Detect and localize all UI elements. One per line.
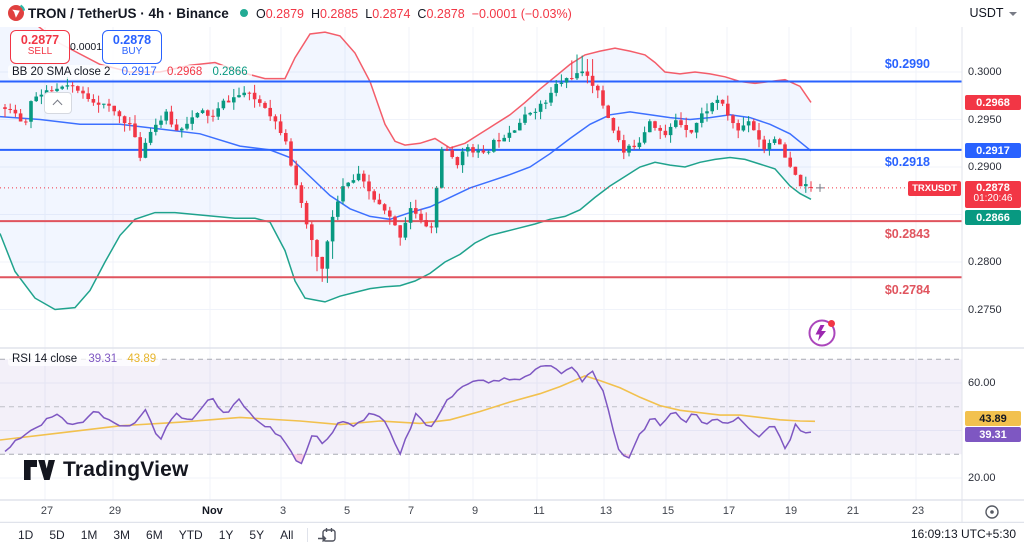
rsi-ma-value: 43.89 [127, 353, 157, 365]
bar-countdown: 01:20:46 [973, 193, 1013, 204]
date-label-Nov: Nov [202, 505, 223, 517]
date-label-13: 13 [599, 505, 613, 517]
last-price-tag: 0.2878 01:20:46 [965, 181, 1021, 208]
bb-lower-value: 0.2866 [212, 66, 248, 78]
rsi-value-tag: 39.31 [965, 427, 1021, 442]
rsi-tick-20.00: 20.00 [968, 472, 996, 484]
price-tick-0.2750: 0.2750 [968, 303, 1002, 316]
change-value: −0.0001 (−0.03%) [471, 7, 572, 21]
sell-button[interactable]: 0.2877 SELL [10, 30, 70, 64]
buy-price: 0.2878 [112, 33, 152, 47]
rsi-tick-60.00: 60.00 [968, 377, 996, 389]
range-button-1y[interactable]: 1Y [218, 527, 234, 542]
last-price-value: 0.2878 [976, 182, 1010, 194]
date-label-29: 29 [108, 505, 122, 517]
date-label-17: 17 [722, 505, 736, 517]
price-tick-0.3000: 0.3000 [968, 66, 1002, 78]
level-label-0.2784[interactable]: $0.2784 [884, 283, 930, 297]
currency-switcher[interactable]: USDT [962, 6, 1024, 20]
rsi-title: RSI 14 close [12, 353, 78, 365]
rsi-indicator-legend[interactable]: RSI 14 close 39.31 43.89 [8, 352, 161, 366]
axis-settings-gear-icon [985, 505, 999, 519]
high-value: 0.2885 [320, 7, 359, 21]
date-label-15: 15 [661, 505, 675, 517]
date-label-11: 11 [533, 505, 545, 517]
range-button-5y[interactable]: 5Y [249, 527, 265, 542]
range-button-6m[interactable]: 6M [146, 527, 163, 542]
rsi-ma-tag: 43.89 [965, 411, 1021, 426]
open-value: 0.2879 [265, 7, 304, 21]
level-label-0.2843[interactable]: $0.2843 [884, 227, 930, 241]
symbol-name-tag: TRXUSDT [908, 181, 961, 196]
date-label-23: 23 [911, 505, 925, 517]
low-label: L [365, 7, 373, 21]
bottom-toolbar: 1D 5D 1M 3M 6M YTD 1Y 5Y All 16:09:13 UTC+5:30 [0, 523, 1024, 546]
toolbar-divider [307, 527, 309, 542]
bb-upper-value: 0.2968 [167, 66, 203, 78]
close-value: 0.2878 [426, 7, 465, 21]
date-label-5: 5 [343, 505, 351, 517]
tradingview-logo-icon [24, 460, 55, 480]
open-label: O [256, 7, 266, 21]
level-label-0.2918[interactable]: $0.2918 [884, 155, 930, 169]
bb-basis-price-tag: 0.2917 [965, 143, 1021, 158]
low-value: 0.2874 [372, 7, 411, 21]
high-label: H [310, 7, 320, 21]
date-label-27: 27 [40, 505, 54, 517]
buy-button[interactable]: 0.2878 BUY [102, 30, 162, 64]
currency-label: USDT [969, 6, 1004, 20]
price-tick-0.2900: 0.2900 [968, 161, 1002, 173]
sell-price: 0.2877 [20, 33, 60, 47]
symbol-title[interactable]: TRON / TetherUS · 4h · Binance [28, 6, 229, 21]
chevron-down-icon [1008, 12, 1017, 16]
bb-upper-price-tag: 0.2968 [965, 95, 1021, 110]
range-button-ytd[interactable]: YTD [178, 527, 203, 542]
range-button-1m[interactable]: 1M [80, 527, 98, 542]
bb-basis-value: 0.2917 [121, 66, 157, 78]
date-range-buttons: 1D 5D 1M 3M 6M YTD 1Y 5Y All [10, 526, 301, 544]
close-label: C [417, 7, 427, 21]
date-label-3: 3 [279, 505, 287, 517]
bb-lower-price-tag: 0.2866 [965, 210, 1021, 225]
bb-indicator-legend[interactable]: BB 20 SMA close 2 0.2917 0.2968 0.2866 [8, 65, 252, 79]
date-label-21: 21 [846, 505, 860, 517]
tron-logo-icon [8, 4, 25, 21]
watermark-text: TradingView [63, 458, 189, 481]
go-to-date-icon[interactable] [316, 525, 338, 545]
range-button-3m[interactable]: 3M [113, 527, 131, 542]
price-tick-0.2950: 0.2950 [968, 113, 1002, 126]
range-button-5d[interactable]: 5D [49, 527, 65, 542]
market-status-dot[interactable] [240, 9, 248, 17]
date-label-9: 9 [471, 505, 479, 517]
lightning-mode-icon [808, 319, 836, 347]
buy-label: BUY [121, 46, 143, 57]
chevron-up-icon [52, 99, 63, 110]
ohlc-values: O0.2879 H0.2885 L0.2874 C0.2878 −0.0001 (−0.… [256, 7, 579, 21]
pane-collapse-button[interactable] [44, 92, 72, 114]
tradingview-watermark: TradingView [24, 458, 189, 482]
bb-title: BB 20 SMA close 2 [12, 66, 111, 78]
range-button-all[interactable]: All [280, 527, 294, 542]
level-label-0.2990[interactable]: $0.2990 [884, 57, 930, 71]
clock-timezone-button[interactable]: 16:09:13 UTC+5:30 [910, 527, 1016, 541]
chart-header: TRON / TetherUS · 4h · Binance O0.2879 H0… [0, 0, 1024, 27]
date-label-19: 19 [784, 505, 798, 517]
sell-label: SELL [27, 46, 53, 57]
date-label-7: 7 [407, 505, 415, 517]
spread-value: 0.0001 [70, 41, 103, 53]
price-tick-0.2800: 0.2800 [968, 256, 1002, 268]
range-button-1d[interactable]: 1D [18, 527, 34, 542]
rsi-value: 39.31 [88, 353, 118, 365]
